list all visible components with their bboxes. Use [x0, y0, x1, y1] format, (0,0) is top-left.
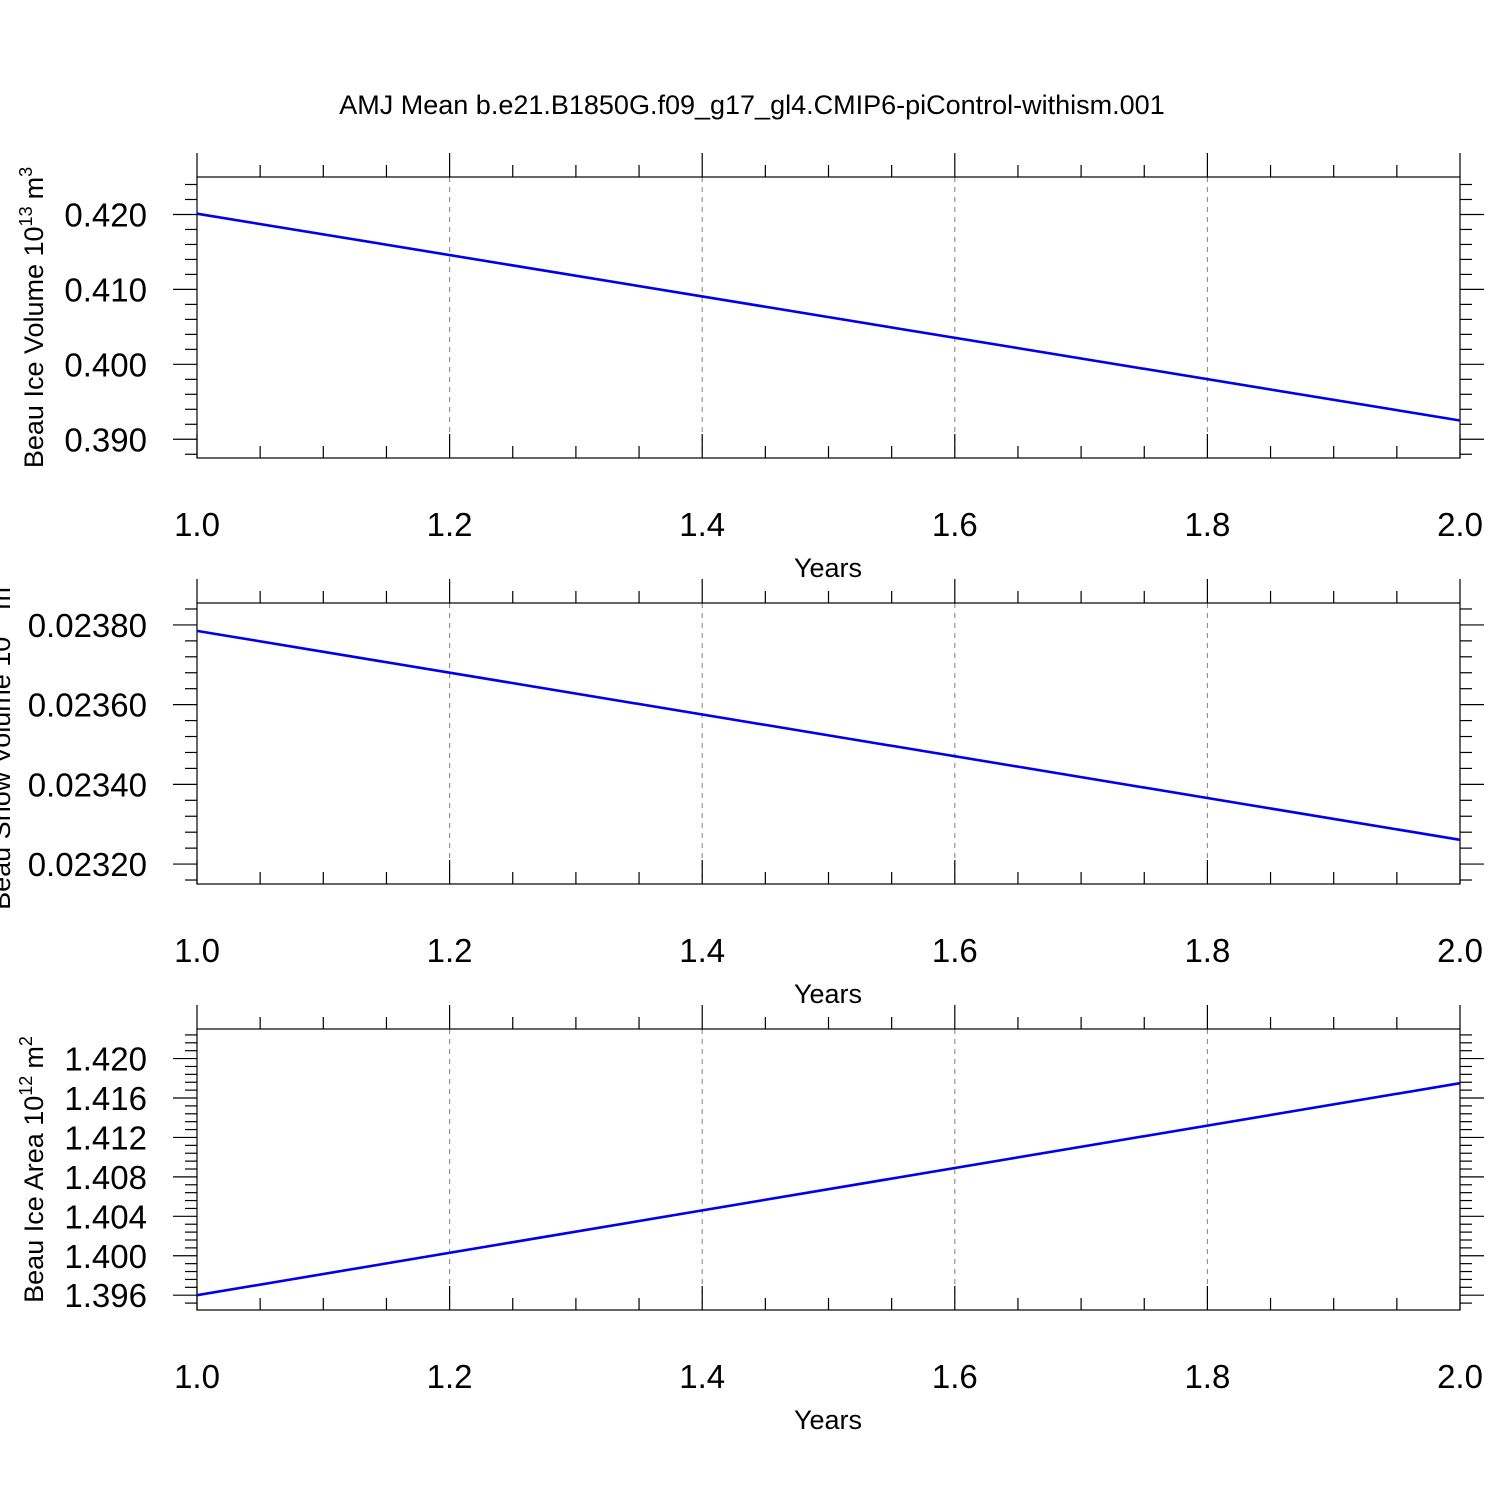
- panel-ice-area-y-axis-label: Beau Ice Area 1012 m2: [16, 1036, 49, 1303]
- panel-snow-volume-series-line: [196, 629, 1461, 842]
- panel-snow-volume-series: [196, 629, 1461, 842]
- panel-snow-volume-x-tick-label: 1.8: [1184, 932, 1230, 969]
- panel-ice-volume-x-axis-label: Years: [794, 553, 862, 583]
- panel-ice-volume-y-label-text: Beau Ice Volume 10: [19, 226, 49, 468]
- panel-ice-area-x-tick-label: 1.2: [427, 1358, 473, 1395]
- panel-snow-volume: 1.0 1.2 1.4 1.6 1.8 2.0 0.02320 0.02340 0.02360…: [0, 577, 1484, 1009]
- panel-ice-volume-series: [196, 212, 1461, 422]
- panel-ice-area-y-tick-label: 1.408: [64, 1159, 147, 1196]
- panel-ice-volume-y-tick-label: 0.400: [64, 346, 147, 383]
- panel-snow-volume-x-tick-label: 1.4: [679, 932, 725, 969]
- panel-ice-volume-x-tick-label: 1.8: [1184, 506, 1230, 543]
- panel-ice-volume: 1.0 1.2 1.4 1.6 1.8 2.0 0.3900.4000.4100.420 …: [16, 153, 1484, 583]
- panel-snow-volume-y-label-unit-exponent: 3: [0, 577, 3, 587]
- panel-snow-volume-y-tick-label: 0.02380: [28, 607, 147, 644]
- panel-ice-volume-y-label-unit-exponent: 3: [16, 167, 36, 177]
- panel-snow-volume-y-tick-label: 0.02340: [28, 766, 147, 803]
- figure-title: AMJ Mean b.e21.B1850G.f09_g17_gl4.CMIP6-…: [339, 90, 1164, 120]
- panel-snow-volume-x-tick-label: 1.6: [932, 932, 978, 969]
- panel-ice-area-y-tick-label: 1.404: [64, 1198, 147, 1235]
- panel-ice-area-x-tick-label: 1.6: [932, 1358, 978, 1395]
- panel-ice-volume-y-axis-label: Beau Ice Volume 1013 m3: [16, 167, 49, 468]
- panel-ice-area-x-axis-label: Years: [794, 1405, 862, 1435]
- panel-ice-volume-x-tick-label: 1.6: [932, 506, 978, 543]
- panel-snow-volume-y-tick-label: 0.02320: [28, 846, 147, 883]
- panel-snow-volume-y-label-text: Beau Snow Volume 10: [0, 637, 16, 910]
- panel-ice-area-x-tick-label: 1.4: [679, 1358, 725, 1395]
- panel-snow-volume-y-label-exponent: 12: [0, 617, 3, 637]
- panel-ice-volume-ticks: [173, 153, 1484, 458]
- panel-snow-volume-y-axis-label: Beau Snow Volume 1012 m3: [0, 577, 16, 910]
- panel-snow-volume-y-tick-label: 0.02360: [28, 687, 147, 724]
- panel-snow-volume-x-tick-labels: 1.0 1.2 1.4 1.6 1.8 2.0: [174, 932, 1483, 969]
- panel-ice-volume-y-label-unit: m: [19, 177, 49, 200]
- panel-snow-volume-x-axis-label: Years: [794, 979, 862, 1009]
- panel-ice-area-grid: [449, 1029, 1208, 1310]
- panel-ice-volume-y-label-exponent: 13: [16, 206, 36, 226]
- panel-ice-area-frame: [196, 1028, 1461, 1311]
- panel-ice-area-x-tick-label: 1.8: [1184, 1358, 1230, 1395]
- panel-ice-volume-y-tick-label: 0.420: [64, 196, 147, 233]
- panel-snow-volume-grid: [449, 603, 1208, 884]
- panel-ice-area-y-tick-label: 1.416: [64, 1080, 147, 1117]
- panel-ice-volume-series-line: [196, 212, 1461, 422]
- panel-ice-volume-x-tick-label: 2.0: [1437, 506, 1483, 543]
- panel-snow-volume-x-tick-label: 2.0: [1437, 932, 1483, 969]
- panel-ice-area-series: [196, 1081, 1461, 1297]
- panel-snow-volume-y-tick-labels: 0.02320 0.02340 0.02360 0.02380: [28, 607, 147, 883]
- panel-ice-volume-y-tick-label: 0.410: [64, 271, 147, 308]
- panel-ice-area-y-tick-label: 1.396: [64, 1277, 147, 1314]
- panel-snow-volume-frame: [196, 602, 1461, 885]
- panel-ice-area-y-label-unit-exponent: 2: [16, 1036, 36, 1046]
- panel-ice-area-x-tick-label: 1.0: [174, 1358, 220, 1395]
- panel-ice-area-x-tick-labels: 1.0 1.2 1.4 1.6 1.8 2.0: [174, 1358, 1483, 1395]
- panel-snow-volume-x-tick-label: 1.0: [174, 932, 220, 969]
- panel-snow-volume-x-tick-label: 1.2: [427, 932, 473, 969]
- panel-ice-volume-frame: [196, 176, 1461, 459]
- panel-ice-volume-y-tick-label: 0.390: [64, 421, 147, 458]
- panel-ice-volume-x-tick-labels: 1.0 1.2 1.4 1.6 1.8 2.0: [174, 506, 1483, 543]
- panel-ice-volume-y-tick-labels: 0.390 0.400 0.410 0.420: [64, 196, 147, 458]
- panel-ice-area-y-tick-label: 1.420: [64, 1041, 147, 1078]
- panel-ice-volume-x-tick-label: 1.2: [427, 506, 473, 543]
- panel-ice-area-x-tick-label: 2.0: [1437, 1358, 1483, 1395]
- panel-snow-volume-y-label-unit: m: [0, 587, 16, 610]
- panel-ice-area-y-label-exponent: 12: [16, 1076, 36, 1096]
- panel-ice-area-y-tick-label: 1.412: [64, 1119, 147, 1156]
- panel-ice-area-y-label-text: Beau Ice Area 10: [19, 1096, 49, 1303]
- panel-ice-area: 1.0 1.2 1.4 1.6 1.8 2.0 1.3961.4001.4041.4081…: [16, 1005, 1484, 1435]
- panel-ice-area-y-label-unit: m: [19, 1046, 49, 1069]
- panel-ice-area-y-tick-label: 1.400: [64, 1238, 147, 1275]
- panel-ice-volume-x-tick-label: 1.0: [174, 506, 220, 543]
- panel-ice-volume-grid: [449, 177, 1208, 458]
- panel-ice-volume-x-tick-label: 1.4: [679, 506, 725, 543]
- panel-ice-area-series-line: [196, 1081, 1461, 1297]
